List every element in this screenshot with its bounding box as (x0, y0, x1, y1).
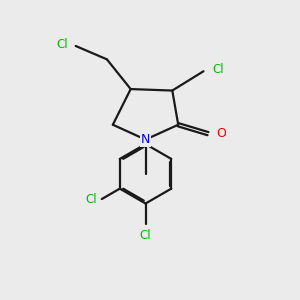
Text: N: N (141, 133, 150, 146)
Text: Cl: Cl (140, 229, 152, 242)
Text: Cl: Cl (212, 63, 224, 76)
Text: O: O (216, 127, 226, 140)
Text: Cl: Cl (57, 38, 68, 51)
Text: Cl: Cl (86, 193, 97, 206)
